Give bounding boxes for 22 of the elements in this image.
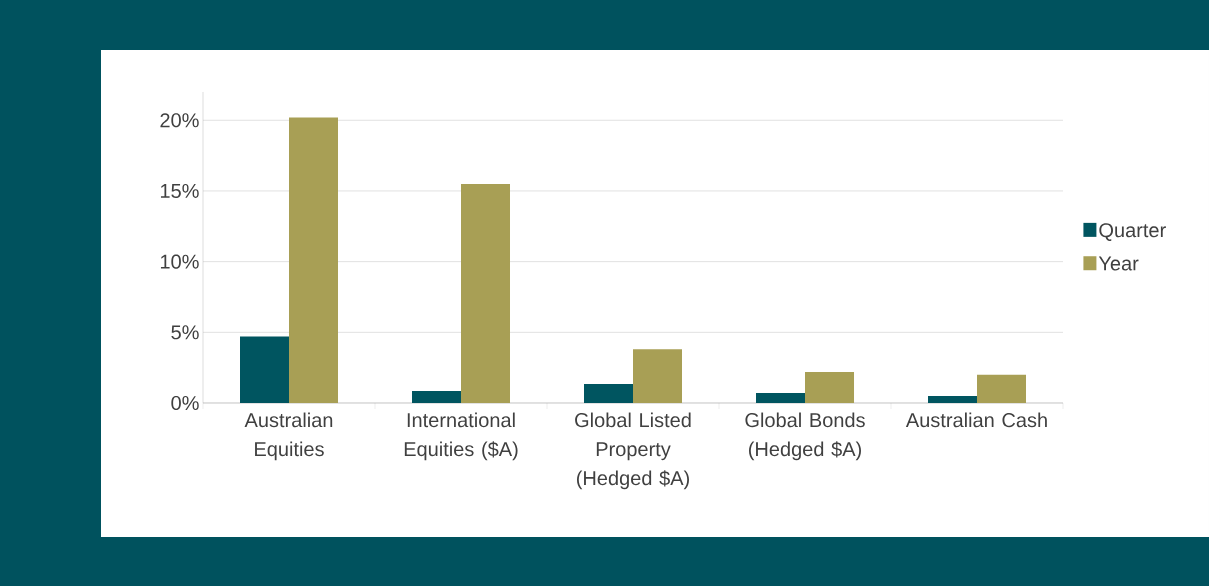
y-tick-label: 0% <box>171 395 199 411</box>
x-tick-label: Australian Equities <box>244 412 333 461</box>
legend-label: Quarter <box>1099 223 1166 241</box>
bar <box>633 349 683 403</box>
bar <box>805 371 855 403</box>
bar <box>584 383 634 403</box>
bar <box>240 336 289 403</box>
bar <box>412 390 461 403</box>
x-tick-label: Global Bonds (Hedged $A) <box>745 412 865 461</box>
y-tick-label: 5% <box>171 325 199 340</box>
legend-label: Year <box>1098 256 1139 271</box>
x-tick-label: Australian Cash <box>905 412 1047 428</box>
bar <box>289 117 339 403</box>
y-tick-label: 20% <box>160 113 199 128</box>
bar <box>928 395 978 403</box>
bar <box>756 393 806 403</box>
bar <box>977 374 1027 403</box>
y-tick-label: 15% <box>160 183 199 198</box>
bar <box>461 183 510 403</box>
y-tick-label: 10% <box>160 254 199 269</box>
x-tick-label: Global Listed Property (Hedged $A) <box>575 412 691 490</box>
x-tick-label: International Equities ($A) <box>404 412 518 461</box>
